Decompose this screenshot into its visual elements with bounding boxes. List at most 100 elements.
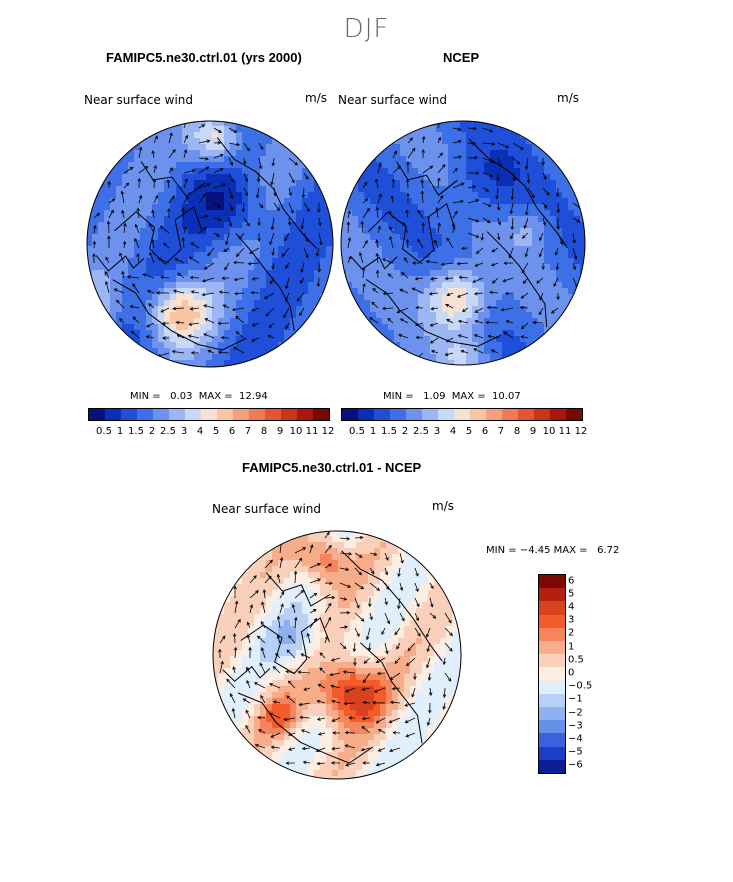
panel1-colorbar-tick-label: 12 <box>321 426 335 437</box>
panel2-colorbar-tick-label: 9 <box>529 426 537 437</box>
panel1-colorbar-tick-label: 8 <box>260 426 268 437</box>
panel3-colorbar-tick-label: 0.5 <box>568 654 584 666</box>
panel3-colorbar-swatch <box>539 746 565 760</box>
panel1-colorbar-swatch <box>297 409 313 420</box>
panel3-colorbar-swatch <box>539 720 565 734</box>
map2-field <box>341 121 585 365</box>
panel3-colorbar-swatch <box>539 575 565 589</box>
panel3-colorbar-tick-label: −4 <box>568 733 583 745</box>
panel3-colorbar <box>538 574 566 774</box>
panel2-colorbar-swatch <box>454 409 470 420</box>
panel3-title: FAMIPC5.ne30.ctrl.01 - NCEP <box>242 460 422 475</box>
panel3-colorbar-tick-label: 4 <box>568 601 575 613</box>
season-title: DJF <box>343 14 390 44</box>
panel2-units-label: m/s <box>557 91 579 105</box>
panel1-colorbar-swatch <box>89 409 105 420</box>
panel3-colorbar-tick-label: −6 <box>568 759 583 771</box>
panel1-colorbar-swatch <box>281 409 297 420</box>
panel3-minmax: MIN = −4.45 MAX = 6.72 <box>486 545 620 556</box>
panel1-colorbar-tick-label: 11 <box>305 426 319 437</box>
panel1-colorbar-swatch <box>153 409 169 420</box>
panel2-colorbar-tick-label: 8 <box>513 426 521 437</box>
panel3-polar-map <box>212 530 462 780</box>
panel2-colorbar-swatch <box>438 409 454 420</box>
panel2-colorbar-swatch <box>550 409 566 420</box>
panel1-colorbar-tick-label: 1.5 <box>128 426 144 437</box>
panel2-colorbar-tick-label: 2.5 <box>413 426 429 437</box>
map1-wind-vectors <box>92 121 323 358</box>
panel2-title: NCEP <box>443 50 480 65</box>
panel1-colorbar-swatch <box>105 409 121 420</box>
map2-wind-vectors <box>346 121 584 361</box>
panel1-colorbar-swatch <box>121 409 137 420</box>
panel3-colorbar-tick-label: 2 <box>568 627 575 639</box>
panel3-colorbar-tick-label: −2 <box>568 707 583 719</box>
panel1-colorbar-tick-label: 0.5 <box>96 426 112 437</box>
panel1-units-label: m/s <box>305 91 327 105</box>
panel2-colorbar-swatch <box>374 409 390 420</box>
panel1-colorbar-swatch <box>313 409 329 420</box>
panel1-minmax: MIN = 0.03 MAX = 12.94 <box>130 391 268 402</box>
panel1-colorbar-swatch <box>249 409 265 420</box>
panel3-colorbar-swatch <box>539 614 565 628</box>
panel2-colorbar-swatch <box>502 409 518 420</box>
panel3-colorbar-tick-label: −3 <box>568 720 583 732</box>
panel3-colorbar-tick-label: −5 <box>568 746 583 758</box>
panel1-variable-label: Near surface wind <box>84 93 193 107</box>
panel1-colorbar-tick-label: 1 <box>116 426 124 437</box>
panel3-colorbar-tick-label: 3 <box>568 614 575 626</box>
panel3-colorbar-swatch <box>539 680 565 694</box>
panel1-colorbar-swatch <box>169 409 185 420</box>
panel1-colorbar-tick-label: 2 <box>148 426 156 437</box>
panel1-title: FAMIPC5.ne30.ctrl.01 (yrs 2000) <box>106 50 302 65</box>
panel2-colorbar-swatch <box>342 409 358 420</box>
panel2-colorbar-swatch <box>534 409 550 420</box>
panel3-colorbar-swatch <box>539 588 565 602</box>
panel2-colorbar-tick-label: 5 <box>465 426 473 437</box>
panel3-colorbar-swatch <box>539 654 565 668</box>
panel1-colorbar-tick-label: 6 <box>228 426 236 437</box>
panel3-colorbar-swatch <box>539 733 565 747</box>
panel3-colorbar-swatch <box>539 706 565 721</box>
panel1-colorbar-swatch <box>137 409 153 420</box>
panel2-polar-map <box>340 120 586 366</box>
panel2-colorbar-swatch <box>422 409 438 420</box>
panel2-minmax: MIN = 1.09 MAX = 10.07 <box>383 391 521 402</box>
panel1-colorbar-ticks: 0.5 1 1.5 2 2.5 3 4 5 6 7 8 9 10 11 12 <box>88 426 334 440</box>
map3-coastlines <box>222 550 443 764</box>
panel3-colorbar-tick-label: 1 <box>568 641 575 653</box>
panel2-colorbar-tick-label: 12 <box>574 426 588 437</box>
panel1-colorbar-swatch <box>201 409 217 420</box>
panel2-colorbar-tick-label: 10 <box>542 426 556 437</box>
panel1-colorbar-tick-label: 3 <box>180 426 188 437</box>
panel2-colorbar-swatch <box>518 409 534 420</box>
panel1-colorbar-tick-label: 5 <box>212 426 220 437</box>
panel3-variable-label: Near surface wind <box>212 502 321 516</box>
panel2-colorbar-swatch <box>390 409 406 420</box>
panel1-colorbar-swatch <box>233 409 249 420</box>
map1-coastlines <box>95 137 318 351</box>
panel1-colorbar-tick-label: 4 <box>196 426 204 437</box>
panel2-colorbar-tick-label: 7 <box>497 426 505 437</box>
panel2-colorbar-tick-label: 1.5 <box>381 426 397 437</box>
panel3-colorbar-swatch <box>539 667 565 681</box>
panel3-colorbar-tick-label: −0.5 <box>568 680 593 692</box>
panel2-colorbar-swatch <box>470 409 486 420</box>
panel1-polar-map <box>86 120 334 368</box>
panel3-colorbar-tick-label: −1 <box>568 693 583 705</box>
panel2-colorbar-swatch <box>406 409 422 420</box>
map3-wind-vectors <box>218 531 453 767</box>
panel3-colorbar-tick-label: 6 <box>568 575 575 587</box>
panel2-colorbar-ticks: 0.5 1 1.5 2 2.5 3 4 5 6 7 8 9 10 11 12 <box>341 426 587 440</box>
panel2-colorbar-tick-label: 11 <box>558 426 572 437</box>
panel3-units-label: m/s <box>432 499 454 513</box>
panel1-colorbar-swatch <box>185 409 201 420</box>
panel2-colorbar-tick-label: 3 <box>433 426 441 437</box>
panel2-colorbar <box>341 408 583 421</box>
panel2-colorbar-tick-label: 1 <box>369 426 377 437</box>
panel1-colorbar-tick-label: 7 <box>244 426 252 437</box>
panel1-colorbar-swatch <box>217 409 233 420</box>
panel1-colorbar <box>88 408 330 421</box>
panel2-colorbar-tick-label: 6 <box>481 426 489 437</box>
panel2-colorbar-tick-label: 4 <box>449 426 457 437</box>
